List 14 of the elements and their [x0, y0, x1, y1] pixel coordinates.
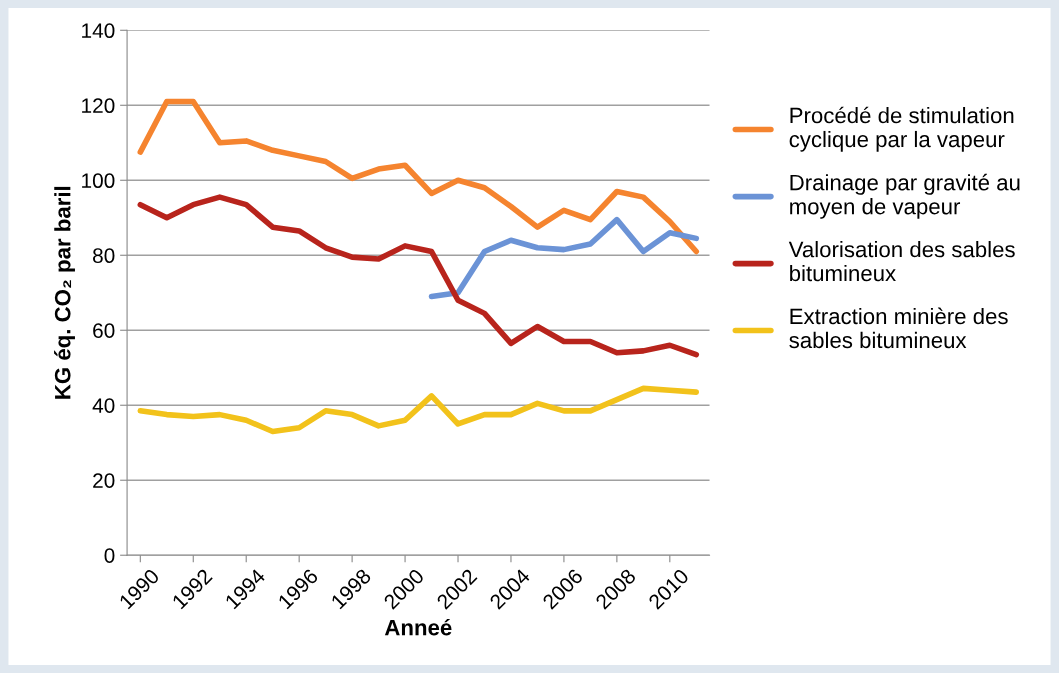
y-tick-label: 120 [82, 98, 115, 114]
y-tick-label: 40 [92, 398, 115, 413]
y-tick-label: 80 [93, 248, 115, 264]
y-axis-title: KG éq. CO₂ par baril [54, 186, 75, 399]
legend-label: Extraction minière des sables bitumineux [789, 307, 1008, 349]
x-axis-title: Anneé [384, 618, 452, 636]
y-tick-label: 20 [93, 473, 115, 488]
legend-label: Procédé de stimulation cyclique par la vapeur [789, 106, 1014, 152]
y-tick-label: 0 [104, 548, 115, 563]
y-tick-label: 60 [93, 323, 115, 338]
y-tick-label: 100 [82, 173, 115, 189]
legend-label: Drainage par gravité au moyen de vapeur [790, 173, 1020, 219]
y-tick-label: 140 [82, 23, 115, 39]
legend-label: Valorisation des sables bitumineux [788, 241, 1015, 282]
